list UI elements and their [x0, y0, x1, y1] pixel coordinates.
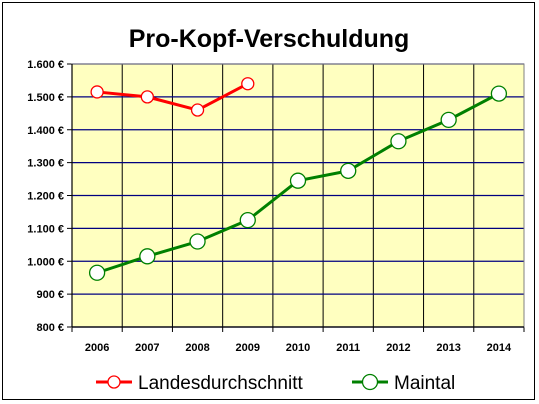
data-point-maintal — [390, 133, 407, 150]
chart-title: Pro-Kopf-Verschuldung — [129, 25, 410, 53]
y-tick-label: 1.100 € — [27, 223, 64, 235]
legend-label-landesdurchschnitt: Landesdurchschnitt — [138, 373, 303, 394]
data-point-maintal — [490, 85, 508, 102]
y-tick-label: 900 € — [36, 289, 64, 301]
data-point-landesdurchschnitt — [190, 103, 205, 117]
legend-label-maintal: Maintal — [394, 373, 455, 394]
x-tick-label: 2014 — [487, 342, 512, 354]
x-tick-label: 2009 — [236, 342, 260, 354]
y-tick-label: 1.300 € — [27, 158, 64, 170]
data-point-maintal — [340, 162, 357, 179]
x-tick-label: 2013 — [436, 342, 460, 354]
x-tick-label: 2007 — [135, 342, 159, 354]
y-tick-label: 1.400 € — [27, 125, 64, 137]
data-point-maintal — [289, 172, 307, 189]
data-point-landesdurchschnitt — [140, 90, 154, 104]
data-point-landesdurchschnitt — [241, 77, 255, 91]
y-tick-label: 1.000 € — [27, 256, 64, 268]
x-tick-label: 2012 — [386, 342, 410, 354]
x-tick-label: 2011 — [336, 342, 360, 354]
plot-area: 800 € 900 € 1.000 € 1.100 € 1.200 € 1.300 € 1.… — [27, 59, 525, 354]
data-point-landesdurchschnitt — [90, 85, 104, 99]
x-tick-label: 2006 — [85, 342, 109, 354]
data-point-maintal — [189, 233, 206, 250]
x-tick-label: 2008 — [185, 342, 209, 354]
legend-marker-landesdurchschnitt — [107, 375, 121, 389]
data-point-maintal — [88, 264, 106, 281]
data-point-maintal — [239, 212, 256, 229]
legend: Landesdurchschnitt Maintal — [96, 373, 455, 394]
series-line-landesdurchschnitt — [96, 82, 249, 112]
data-point-maintal — [139, 248, 156, 265]
y-tick-label: 1.600 € — [27, 59, 64, 71]
legend-marker-maintal — [361, 373, 379, 391]
y-tick-label: 800 € — [36, 322, 64, 334]
x-tick-label: 2010 — [286, 342, 310, 354]
y-tick-label: 1.200 € — [27, 191, 64, 203]
y-tick-label: 1.500 € — [27, 92, 64, 104]
data-point-maintal — [440, 111, 457, 129]
